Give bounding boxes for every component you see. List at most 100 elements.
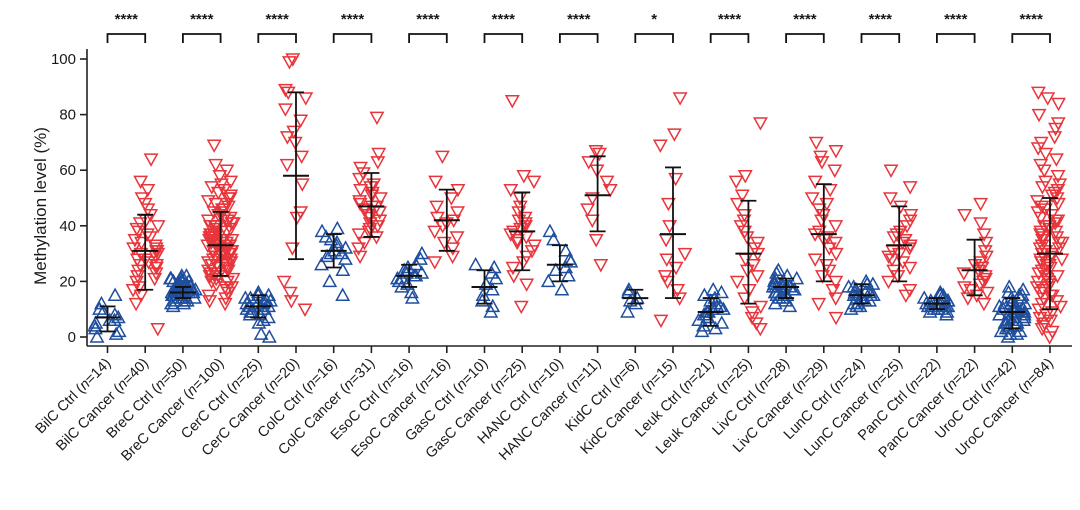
data-point — [668, 261, 684, 276]
data-point — [148, 267, 164, 281]
data-point — [512, 200, 528, 215]
data-point — [546, 231, 561, 246]
data-point — [973, 217, 989, 231]
significance-label: **** — [944, 11, 968, 28]
data-point — [811, 225, 827, 240]
data-point — [293, 114, 309, 128]
data-point — [548, 262, 564, 276]
data-point — [429, 200, 445, 215]
data-point — [807, 253, 823, 267]
data-point — [200, 195, 216, 209]
data-point — [218, 242, 234, 256]
data-point — [107, 287, 123, 302]
data-point — [414, 265, 430, 279]
data-point — [1044, 189, 1060, 203]
data-point — [978, 272, 994, 287]
data-point — [206, 139, 222, 153]
data-point — [811, 203, 827, 217]
data-point — [593, 259, 609, 273]
data-point — [210, 186, 226, 201]
data-point — [657, 270, 673, 284]
data-point — [811, 297, 827, 312]
data-point — [335, 287, 351, 302]
bracket-line — [106, 33, 147, 43]
data-point — [225, 272, 241, 287]
significance-label: **** — [718, 11, 742, 28]
data-point — [739, 264, 755, 279]
data-point — [973, 197, 989, 212]
data-point — [668, 172, 684, 187]
data-point — [1033, 158, 1049, 173]
data-point — [108, 326, 124, 340]
bracket-line — [785, 33, 825, 43]
y-tick-label: 100 — [51, 51, 76, 68]
group-ctrl-12: HANC Ctrl (n=10) — [475, 223, 579, 447]
data-point — [427, 225, 443, 240]
data-point — [748, 317, 764, 331]
data-point — [1033, 136, 1049, 151]
data-point — [329, 220, 345, 235]
significance-label: **** — [341, 11, 365, 28]
data-point — [584, 192, 600, 206]
data-point — [580, 203, 596, 217]
data-point — [353, 161, 369, 176]
data-point — [503, 228, 519, 242]
data-point — [841, 279, 857, 293]
data-point — [468, 256, 484, 271]
data-point — [276, 275, 292, 290]
data-point — [503, 183, 519, 198]
data-point — [652, 139, 668, 153]
data-point — [516, 170, 532, 184]
data-point — [957, 208, 973, 223]
data-point — [737, 170, 753, 184]
data-point — [588, 145, 604, 159]
data-point — [219, 164, 235, 178]
significance-label: **** — [492, 11, 516, 28]
data-point — [485, 298, 501, 313]
group-cancer-23: PanC Cancer (n=22) — [876, 197, 995, 461]
significance-bracket: **** — [559, 11, 599, 43]
data-point — [728, 175, 744, 190]
data-point — [588, 233, 604, 248]
data-point — [212, 170, 228, 184]
data-point — [828, 275, 844, 290]
data-point — [1050, 214, 1066, 228]
significance-bracket: **** — [182, 11, 222, 43]
data-point — [217, 297, 233, 312]
data-point — [813, 150, 829, 165]
data-point — [147, 272, 163, 287]
data-point — [298, 92, 314, 106]
data-point — [1047, 186, 1063, 201]
y-tick-label: 0 — [68, 329, 76, 346]
data-point — [414, 245, 430, 260]
data-point — [162, 270, 178, 285]
data-point — [744, 306, 760, 320]
data-point — [822, 183, 838, 198]
data-point — [253, 326, 269, 340]
group-ctrl-20: LunC Ctrl (n=24) — [781, 273, 881, 443]
significance-label: **** — [190, 11, 214, 28]
data-point — [825, 284, 841, 298]
data-point — [369, 111, 385, 126]
data-point — [828, 220, 844, 234]
data-point — [898, 289, 914, 304]
data-point — [890, 270, 906, 284]
data-point — [509, 233, 525, 248]
data-point — [128, 297, 144, 312]
data-point — [88, 315, 104, 329]
bracket-line — [483, 33, 524, 43]
data-point — [881, 250, 897, 265]
data-point — [1049, 270, 1065, 284]
bracket-line — [408, 33, 448, 43]
data-point — [513, 300, 529, 315]
y-axis-label: Methylation level (%) — [31, 127, 50, 285]
data-point — [1015, 281, 1031, 296]
data-point — [956, 281, 972, 295]
data-point — [903, 208, 919, 223]
significance-label: **** — [416, 11, 440, 28]
data-point — [125, 284, 141, 298]
data-point — [561, 268, 576, 282]
data-point — [858, 273, 874, 288]
data-point — [277, 83, 293, 98]
